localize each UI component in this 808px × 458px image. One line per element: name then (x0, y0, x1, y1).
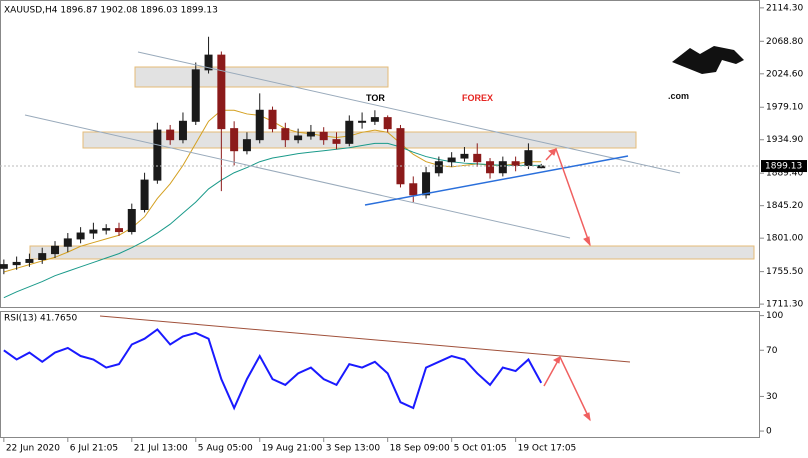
candle-body (153, 129, 162, 181)
y-tick-label: 70 (766, 346, 778, 356)
support-zone (29, 245, 755, 260)
rsi-trend-line (99, 315, 631, 363)
candle-body (76, 232, 85, 240)
rsi-title: RSI(13) 41.7650 (4, 314, 77, 324)
x-tick-label: 19 Oct 17:05 (518, 444, 577, 454)
candle-body (140, 179, 149, 210)
candle-body (460, 153, 469, 159)
watermark-forex: FOREX (462, 93, 493, 103)
candle-body (511, 161, 520, 166)
candle-body (434, 161, 443, 174)
y-tick-label: 2024.60 (766, 69, 803, 79)
candle-body (370, 117, 379, 122)
y-tick-label: 30 (766, 392, 778, 402)
rsi-panel (0, 311, 760, 438)
y-tick-label: 1934.90 (766, 135, 803, 145)
resistance-zone (134, 66, 389, 88)
x-tick-label: 21 Jul 13:00 (134, 444, 188, 454)
candle-body (127, 208, 136, 233)
price-label: 1899.13 (765, 162, 802, 172)
candle-body (268, 109, 277, 130)
x-tick-label: 6 Jul 21:05 (70, 444, 118, 454)
y-tick-label: 1889.40 (766, 169, 803, 179)
watermark-tor: TOR (366, 93, 385, 103)
candle-body (383, 117, 392, 130)
candle-body (255, 109, 264, 141)
candle-body (332, 139, 341, 144)
y-tick-label: 1711.30 (766, 300, 803, 310)
y-tick-label: 100 (766, 311, 783, 321)
plot: 2114.30 2068.80 2024.60 1979.10 1934.90 1889.… (0, 3, 807, 454)
x-tick-label: 18 Sep 09:00 (390, 444, 450, 454)
price-panel (0, 0, 760, 308)
support-line (364, 155, 629, 206)
candle-body (25, 258, 34, 263)
price-label-box (761, 160, 807, 173)
x-tick-label: 3 Sep 13:00 (326, 444, 381, 454)
candle-body (242, 139, 251, 152)
candle-body (63, 238, 72, 247)
candle-body (306, 131, 315, 137)
candle-body (114, 228, 123, 233)
candle-body (345, 120, 354, 144)
channel-line (137, 51, 681, 174)
candle-body (191, 69, 200, 122)
arrowhead (552, 356, 591, 422)
candle-body (524, 150, 533, 166)
candle-body (281, 128, 290, 141)
y-tick-label: 1845.20 (766, 201, 803, 211)
candle-body (422, 172, 431, 196)
y-tick-label: 1979.10 (766, 103, 803, 113)
candle-body (294, 135, 303, 141)
y-tick-label: 2068.80 (766, 37, 803, 47)
candle-body (230, 128, 239, 152)
series-line (3, 328, 543, 411)
y-tick-label: 2114.30 (766, 3, 803, 13)
candle-body (204, 54, 213, 71)
candle-body (0, 264, 8, 269)
candle-body (498, 161, 507, 174)
y-tick-label: 1755.50 (766, 267, 803, 277)
chart-title: XAUUSD,H4 1896.87 1902.08 1896.03 1899.1… (4, 6, 218, 16)
watermark-com: .com (668, 91, 689, 101)
bull-icon (672, 46, 744, 74)
candle-body (486, 161, 495, 174)
channel-line (24, 114, 571, 239)
candle-body (102, 228, 111, 231)
candle-body (217, 54, 226, 130)
candle-body (409, 183, 418, 196)
candle-body (319, 131, 328, 141)
y-tick-label: 0 (766, 427, 772, 437)
y-tick-label: 1801.00 (766, 234, 803, 244)
candle-body (178, 120, 187, 141)
x-tick-label: 22 Jun 2020 (6, 444, 60, 454)
candle-body (89, 229, 98, 234)
x-tick-label: 5 Oct 01:05 (454, 444, 507, 454)
candle-body (38, 253, 47, 260)
candle-body (12, 261, 21, 266)
watermark: TOR FOREX .com (366, 46, 744, 103)
arrowhead (547, 148, 591, 247)
x-tick-label: 5 Aug 05:00 (198, 444, 253, 454)
candle-body (166, 129, 175, 141)
x-tick-label: 19 Aug 21:00 (262, 444, 323, 454)
candle-body (473, 153, 482, 163)
candle-body (396, 128, 405, 185)
candle-body (358, 120, 367, 123)
candle-body (447, 157, 456, 163)
candle-body (51, 245, 60, 255)
